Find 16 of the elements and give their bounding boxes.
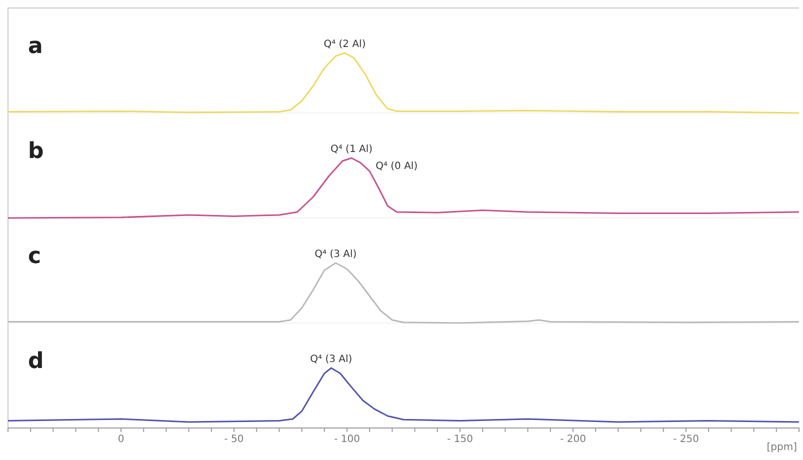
annotation: Q⁴ (3 Al) xyxy=(310,354,352,365)
x-tick-label: 0 xyxy=(118,434,124,446)
x-tick-label: - 250 xyxy=(673,434,699,446)
annotation: Q⁴ (1 Al) xyxy=(330,144,373,155)
chart-title: b xyxy=(28,139,44,164)
x-tick-label: - 150 xyxy=(447,434,473,446)
x-tick-label: - 50 xyxy=(224,434,244,446)
x-axis-title: [ppm] xyxy=(766,442,798,453)
chart-title: c xyxy=(28,244,42,269)
annotation: Q⁴ (3 Al) xyxy=(314,249,357,260)
x-tick-label: - 100 xyxy=(334,434,360,446)
chart-title: d xyxy=(28,349,44,374)
x-tick-label: - 200 xyxy=(560,434,586,446)
chart-title: a xyxy=(28,34,43,59)
annotation: Q⁴ (2 Al) xyxy=(324,39,366,50)
annotation: Q⁴ (0 Al) xyxy=(376,161,418,172)
